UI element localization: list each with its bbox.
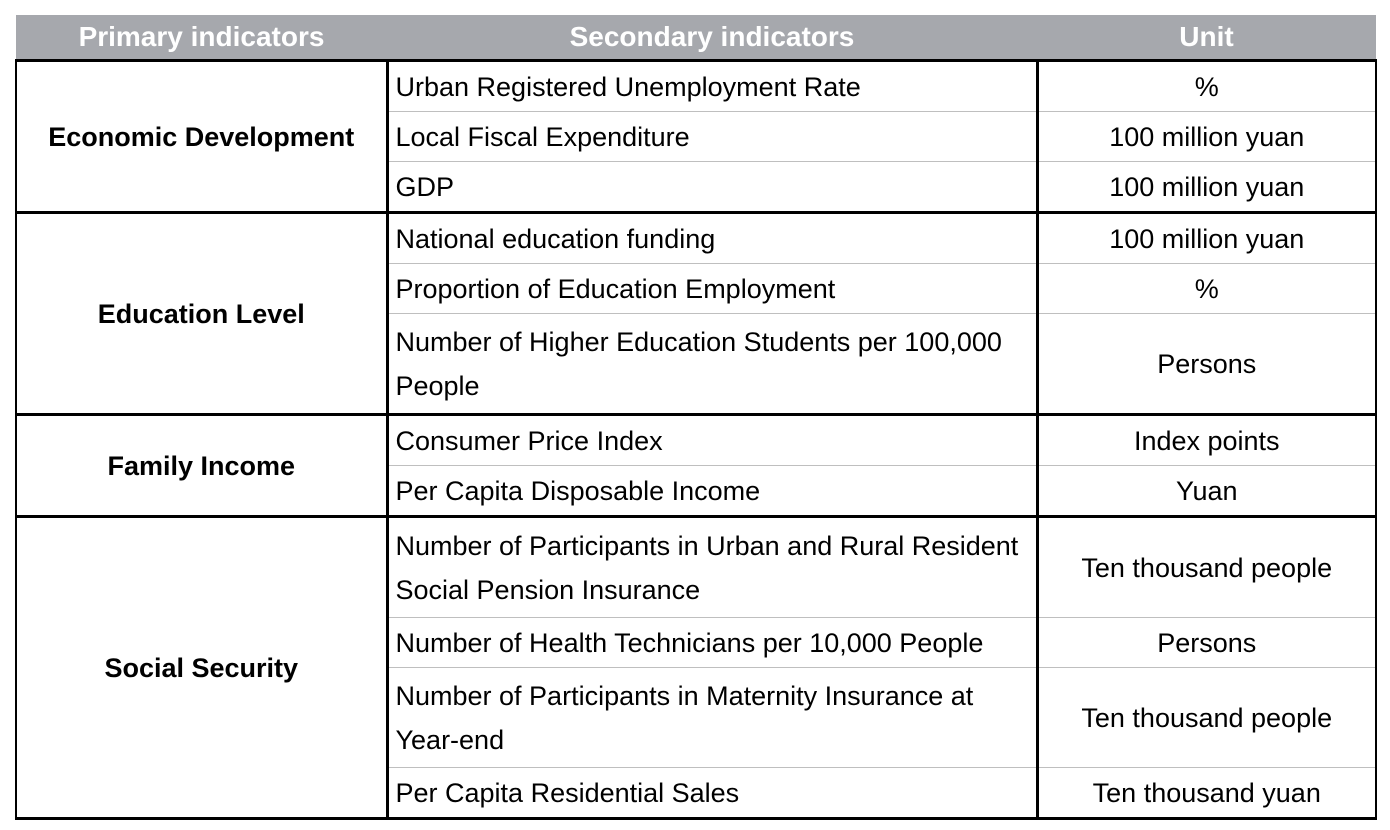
secondary-indicator: Local Fiscal Expenditure	[387, 111, 1039, 162]
table-row: Social Security Number of Participants i…	[15, 516, 1377, 820]
secondary-indicator: Per Capita Residential Sales	[387, 767, 1039, 820]
secondary-indicator: Number of Health Technicians per 10,000 …	[387, 617, 1039, 668]
table-row: Per Capita Disposable Income Yuan	[16, 465, 1377, 518]
table-row: Family Income Consumer Price Index Index…	[15, 414, 1377, 518]
secondary-indicator: GDP	[387, 161, 1039, 214]
unit-cell: 100 million yuan	[1037, 212, 1377, 264]
secondary-indicator: Urban Registered Unemployment Rate	[387, 60, 1039, 112]
unit-cell: Persons	[1037, 313, 1377, 416]
unit-cell: %	[1037, 263, 1377, 314]
secondary-indicator: National education funding	[387, 212, 1039, 264]
table-row: Number of Higher Education Students per …	[16, 313, 1377, 416]
header-primary: Primary indicators	[16, 15, 387, 62]
primary-indicator-education-level: Education Level	[15, 212, 389, 416]
unit-cell: Index points	[1037, 414, 1377, 466]
table-row: Education Level National education fundi…	[15, 212, 1377, 416]
table-row: Economic Development Urban Registered Un…	[15, 60, 1377, 214]
header-row: Primary indicators Secondary indicators …	[16, 15, 1376, 62]
unit-cell: 100 million yuan	[1037, 111, 1377, 162]
table-row: Proportion of Education Employment %	[16, 263, 1377, 314]
unit-cell: %	[1037, 60, 1377, 112]
primary-indicator-economic-development: Economic Development	[15, 60, 389, 214]
unit-cell: 100 million yuan	[1037, 161, 1377, 214]
table-row: Local Fiscal Expenditure 100 million yua…	[16, 111, 1377, 162]
secondary-indicator: Per Capita Disposable Income	[387, 465, 1039, 518]
unit-cell: Yuan	[1037, 465, 1377, 518]
secondary-indicator: Number of Participants in Maternity Insu…	[387, 667, 1039, 768]
unit-cell: Persons	[1037, 617, 1377, 668]
primary-indicator-social-security: Social Security	[15, 516, 389, 820]
table-row: Per Capita Residential Sales Ten thousan…	[16, 767, 1377, 820]
secondary-indicator: Number of Participants in Urban and Rura…	[387, 516, 1039, 618]
header-secondary: Secondary indicators	[387, 15, 1037, 62]
secondary-indicator: Proportion of Education Employment	[387, 263, 1039, 314]
unit-cell: Ten thousand yuan	[1037, 767, 1377, 820]
table-row: Number of Participants in Maternity Insu…	[16, 667, 1377, 768]
indicator-table: Primary indicators Secondary indicators …	[15, 15, 1377, 820]
table-row: Number of Health Technicians per 10,000 …	[16, 617, 1377, 668]
secondary-indicator: Number of Higher Education Students per …	[387, 313, 1039, 416]
secondary-indicator: Consumer Price Index	[387, 414, 1039, 466]
unit-cell: Ten thousand people	[1037, 516, 1377, 618]
primary-indicator-family-income: Family Income	[15, 414, 389, 518]
unit-cell: Ten thousand people	[1037, 667, 1377, 768]
header-unit: Unit	[1037, 15, 1376, 62]
table-row: GDP 100 million yuan	[16, 161, 1377, 214]
